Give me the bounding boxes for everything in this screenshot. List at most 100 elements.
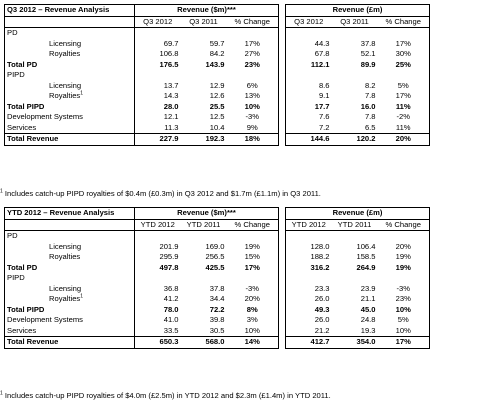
gbp-value-cell: 44.3 [285, 38, 332, 49]
table-row: Total PIPD 28.0 25.5 10% 17.7 16.0 11% [4, 101, 430, 112]
column-gap [279, 208, 286, 220]
gbp-value-cell [285, 27, 332, 39]
gbp-value-cell: 8.6 [285, 80, 332, 91]
usd-column-header: YTD 2012 [134, 218, 181, 231]
gbp-value-cell: 23.3 [285, 283, 332, 294]
usd-column-header: Q3 2012 [134, 15, 181, 28]
table-row: Royalties1 14.3 12.6 13% 9.1 7.8 17% [4, 91, 430, 102]
row-label: Licensing [4, 80, 135, 91]
usd-value-cell [226, 70, 279, 81]
usd-value-cell: 13.7 [163, 80, 179, 90]
column-header-row: Q3 2012 Q3 2011% Change Q3 2012 Q3 2011% Ch… [4, 15, 430, 28]
gbp-value-cell: 23.9 [360, 283, 376, 293]
row-label: Total Revenue [4, 336, 135, 349]
table-row: PD [4, 27, 430, 39]
row-label: PD [4, 230, 135, 242]
usd-value-cell: 41.2 [163, 294, 179, 304]
usd-value-cell: 295.9 [159, 252, 179, 262]
row-label: Royalties1 [4, 294, 135, 305]
usd-value-cell: -3% [226, 283, 279, 294]
usd-value-cell: 37.8 [209, 283, 225, 293]
table-row: Development Systems 41.0 39.8 3% 26.0 24.8 5% [4, 315, 430, 326]
footnote-marker: 1 [0, 390, 3, 397]
usd-value-cell [135, 70, 181, 81]
gbp-value-cell: 5% [377, 315, 430, 326]
usd-value-cell: 39.8 [209, 315, 225, 325]
gbp-value-cell: 128.0 [285, 241, 332, 252]
row-label: PD [4, 27, 135, 39]
usd-value-cell: 41.0 [163, 315, 179, 325]
usd-value-cell: 650.3 [134, 336, 181, 349]
usd-value-cell [135, 273, 181, 284]
column-gap [279, 252, 286, 263]
group-header-row: Q3 2012 – Revenue Analysis Revenue ($m)**… [4, 4, 430, 16]
row-label: Total PIPD [4, 101, 135, 112]
usd-value-cell [226, 27, 279, 39]
column-gap [279, 284, 286, 295]
gbp-value-cell: 52.1 [360, 49, 376, 59]
usd-value-cell: 28.0 [163, 101, 179, 111]
column-gap [279, 81, 286, 92]
usd-value-cell: 192.3 [180, 133, 227, 146]
usd-value-cell: 10% [226, 325, 279, 337]
column-gap [279, 123, 286, 134]
usd-value-cell: 13% [226, 91, 279, 102]
usd-value-cell: 497.8 [159, 262, 179, 272]
row-label-header [4, 15, 135, 28]
usd-value-cell [226, 230, 279, 242]
usd-value-cell: 36.8 [163, 283, 179, 293]
table-row: Royalties 106.8 84.2 27% 67.8 52.1 30% [4, 49, 430, 60]
gbp-group-header: Revenue (£m) [285, 207, 430, 219]
column-gap [279, 263, 286, 274]
gbp-value-cell [332, 273, 378, 284]
row-label: Royalties [4, 252, 135, 263]
gbp-value-cell: 37.8 [360, 38, 376, 48]
row-label: Development Systems [4, 112, 135, 123]
usd-value-cell: 12.5 [209, 112, 225, 122]
gbp-value-cell: 19% [377, 252, 430, 263]
usd-value-cell: 17% [226, 38, 279, 49]
row-label: Total PIPD [4, 304, 135, 315]
usd-value-cell: 33.5 [163, 325, 179, 335]
row-label-header [4, 218, 135, 231]
gbp-value-cell [377, 230, 430, 242]
gbp-value-cell: 412.7 [285, 336, 332, 349]
q3-footnote: 1 Includes catch-up PIPD royalties of $0… [0, 189, 321, 198]
gbp-value-cell: 144.6 [285, 133, 332, 146]
row-label: Services [4, 325, 135, 337]
table-row: Services 33.5 30.5 10% 21.2 19.3 10% [4, 325, 430, 337]
usd-value-cell: 59.7 [209, 38, 225, 48]
gbp-value-cell: 7.8 [364, 112, 376, 122]
ytd-revenue-table: YTD 2012 – Revenue Analysis Revenue ($m)*… [4, 207, 430, 349]
table-row: Total PIPD 78.0 72.2 8% 49.3 45.0 10% [4, 304, 430, 315]
row-label: PIPD [4, 70, 135, 81]
footnote-marker: 1 [0, 188, 3, 195]
usd-value-cell: 12.6 [209, 91, 225, 101]
table-row: PD [4, 230, 430, 242]
column-gap [279, 39, 286, 50]
gbp-value-cell: 89.9 [360, 59, 376, 69]
column-gap [279, 219, 286, 231]
usd-column-header: % Change [226, 15, 279, 28]
usd-value-cell: 425.5 [205, 262, 225, 272]
usd-value-cell [226, 273, 279, 284]
usd-value-cell [180, 27, 227, 39]
gbp-column-header: Q3 2012 [285, 15, 332, 28]
usd-value-cell: 12.9 [209, 80, 225, 90]
gbp-value-cell: 23% [377, 294, 430, 305]
row-label: Total PD [4, 262, 135, 273]
usd-value-cell: 227.9 [134, 133, 181, 146]
gbp-group-header: Revenue (£m) [285, 4, 430, 16]
gbp-value-cell [331, 230, 378, 242]
gbp-value-cell: 11% [377, 122, 430, 134]
gbp-value-cell: 16.0 [360, 101, 376, 111]
gbp-value-cell: 9.1 [285, 91, 332, 102]
gbp-value-cell: 188.2 [285, 252, 332, 263]
usd-value-cell: 3% [226, 315, 279, 326]
usd-value-cell: 20% [226, 294, 279, 305]
gbp-value-cell: 30% [377, 49, 430, 60]
gbp-value-cell: 264.9 [356, 262, 376, 272]
gbp-value-cell: -2% [377, 112, 430, 123]
column-gap [279, 28, 286, 39]
